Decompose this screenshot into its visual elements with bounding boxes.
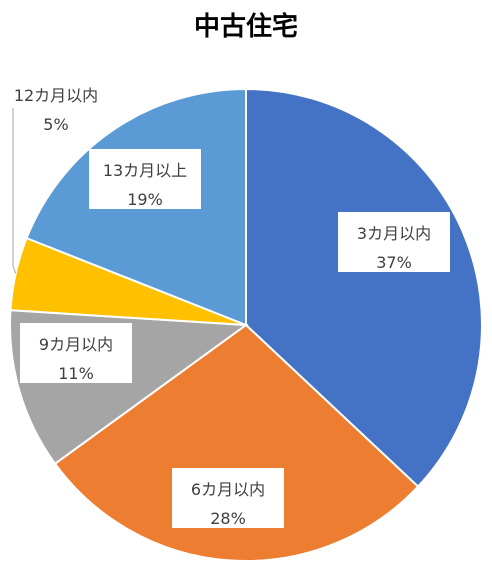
leader-line: [12, 108, 17, 274]
pie-slice: [245, 87, 483, 488]
slice-label: 9カ月以内 11%: [20, 323, 132, 383]
slice-value-label: 37%: [376, 253, 412, 272]
slice-label: 3カ月以内 37%: [338, 212, 450, 272]
slice-label: 6カ月以内 28%: [172, 468, 284, 528]
slice-value-label: 19%: [127, 190, 163, 209]
slice-category-label: 13カ月以上: [103, 161, 187, 180]
slice-value-label: 28%: [210, 509, 246, 528]
label-box: [89, 149, 201, 209]
slice-category-label: 6カ月以内: [191, 480, 265, 499]
label-box: [338, 212, 450, 272]
label-box: [172, 468, 284, 528]
slice-value-label: 11%: [58, 364, 94, 383]
pie-slice: [53, 323, 420, 562]
slice-label: 12カ月以内 5%: [14, 86, 98, 134]
slice-category-label: 9カ月以内: [39, 335, 113, 354]
label-box: [20, 323, 132, 383]
slice-category-label: 3カ月以内: [357, 224, 431, 243]
slice-value-label: 5%: [43, 115, 68, 134]
slice-category-label: 12カ月以内: [14, 86, 98, 105]
chart-title: 中古住宅: [193, 12, 298, 42]
slice-label: 13カ月以上 19%: [89, 149, 201, 209]
